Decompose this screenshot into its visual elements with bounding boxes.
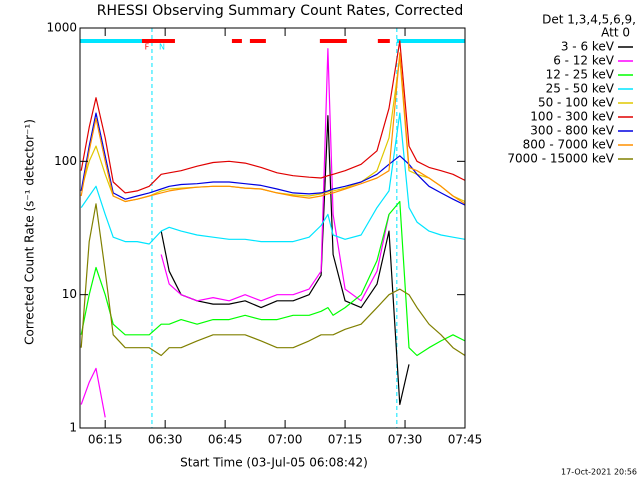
legend-label: 50 - 100 keV (538, 96, 615, 110)
plot-frame (79, 27, 466, 429)
flag-label: F (145, 43, 150, 52)
series-line (80, 52, 466, 205)
y-tick-label: 100 (54, 154, 77, 168)
legend-label: 6 - 12 keV (553, 54, 615, 68)
legend-label: 300 - 800 keV (530, 124, 614, 138)
legend-label: 25 - 50 keV (546, 82, 615, 96)
legend-label: 7000 - 15000 keV (507, 152, 614, 166)
series-line (80, 40, 466, 194)
x-tick-label: 06:15 (88, 433, 123, 447)
y-tick-label: 1000 (46, 21, 77, 35)
legend-header: Det 1,3,4,5,6,9, (542, 13, 636, 27)
legend-header: Att 0 (601, 26, 630, 40)
series-line (80, 200, 466, 357)
series-line (80, 112, 466, 245)
y-tick-label: 1 (69, 421, 77, 435)
x-tick-label: 06:30 (148, 433, 183, 447)
x-tick-label: 07:30 (388, 433, 423, 447)
x-tick-label: 07:45 (448, 433, 483, 447)
y-tick-label: 10 (62, 287, 77, 301)
legend-label: 3 - 6 keV (561, 40, 615, 54)
legend-label: 800 - 7000 keV (523, 138, 615, 152)
chart-title: RHESSI Observing Summary Count Rates, Co… (97, 3, 463, 19)
x-tick-label: 06:45 (208, 433, 243, 447)
series-line (80, 48, 390, 418)
legend-label: 100 - 300 keV (530, 110, 614, 124)
x-tick-label: 07:15 (328, 433, 363, 447)
x-axis-label: Start Time (03-Jul-05 06:08:42) (180, 456, 368, 470)
series-line (80, 112, 466, 206)
series-line (160, 115, 410, 406)
timestamp: 17-Oct-2021 20:56 (561, 468, 637, 477)
x-tick-label: 07:00 (268, 433, 303, 447)
legend-label: 12 - 25 keV (546, 68, 615, 82)
series-line (80, 203, 466, 357)
y-axis-label: Corrected Count Rate (s⁻¹ detector⁻¹) (23, 119, 37, 345)
flag-label: N (159, 43, 165, 52)
